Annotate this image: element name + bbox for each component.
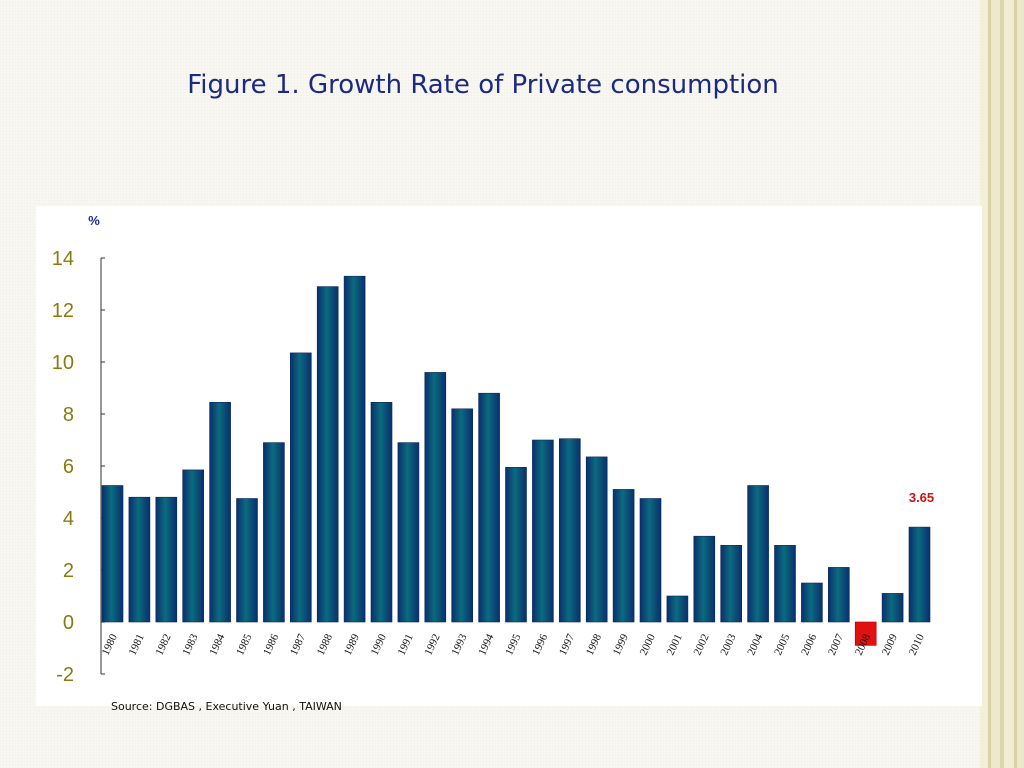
bar-2008 <box>854 621 877 646</box>
x-tick-label: 1998 <box>584 632 604 657</box>
bar-1993 <box>451 408 474 623</box>
bar-chart: 14 12 10 8 6 4 2 0 -2% 1980 1981 1982 1983 1984 1985 19… <box>52 213 934 686</box>
x-tick-label: 1986 <box>261 632 281 657</box>
slide-title: Figure 1. Growth Rate of Private consump… <box>187 70 779 100</box>
x-tick-label: 2003 <box>718 632 738 657</box>
bar-1999 <box>612 489 635 623</box>
y-tick-label: 14 <box>52 248 74 270</box>
x-tick-label: 2001 <box>665 632 685 657</box>
x-tick-label: 2005 <box>772 632 792 657</box>
y-axis-unit-label: % <box>88 213 100 228</box>
bar-1987 <box>290 352 312 623</box>
bar-1997 <box>558 438 581 623</box>
x-tick-label: 1983 <box>180 632 200 657</box>
bar-2004 <box>747 485 769 623</box>
bar-1982 <box>155 496 178 623</box>
data-label-2010: 3.65 <box>909 490 934 505</box>
x-tick-label: 1993 <box>449 632 469 657</box>
bar-1998 <box>585 456 608 623</box>
bar-2000 <box>639 498 662 623</box>
x-tick-label: 2010 <box>907 632 927 657</box>
y-tick-label: 8 <box>63 404 74 426</box>
bar-1991 <box>397 442 420 623</box>
x-tick-label: 2002 <box>691 632 711 657</box>
bar-2005 <box>774 544 796 623</box>
x-tick-label: 1994 <box>476 632 496 657</box>
x-tick-label: 1987 <box>288 632 308 657</box>
x-tick-label: 1999 <box>611 632 631 657</box>
bar-1981 <box>128 496 151 623</box>
x-tick-label: 1995 <box>503 632 523 657</box>
bar-2006 <box>801 582 823 623</box>
x-tick-label: 1989 <box>342 632 362 657</box>
x-tick-label: 1985 <box>234 632 254 657</box>
y-tick-label: 2 <box>63 560 74 582</box>
x-tick-label: 1990 <box>369 632 389 657</box>
bar-1985 <box>236 498 258 623</box>
y-tick-label: 10 <box>52 352 74 374</box>
bar-1983 <box>182 469 204 623</box>
bar-1989 <box>343 275 366 623</box>
x-tick-label: 1981 <box>127 632 147 657</box>
y-tick-label: 4 <box>63 508 74 530</box>
y-tick-label: 0 <box>63 612 74 634</box>
x-tick-label: 1991 <box>396 632 416 657</box>
x-tick-label: 1982 <box>153 632 173 657</box>
bar-2007 <box>827 567 850 623</box>
chart-panel: 14 12 10 8 6 4 2 0 -2% 1980 1981 1982 1983 1984 1985 19… <box>36 206 982 706</box>
x-tick-label: 2009 <box>880 632 900 657</box>
bar-2001 <box>666 595 689 623</box>
bar-2010 <box>908 526 931 623</box>
y-tick-label: 6 <box>63 456 74 478</box>
x-tick-label: 1988 <box>315 632 335 657</box>
bar-1990 <box>370 402 393 623</box>
x-tick-label: 1980 <box>100 632 120 657</box>
x-tick-label: 2004 <box>745 632 765 657</box>
x-tick-label: 2006 <box>799 632 819 657</box>
x-tick-label: 1997 <box>557 632 577 657</box>
x-tick-label: 1992 <box>422 632 442 657</box>
bar-1988 <box>316 286 339 623</box>
x-tick-label: 1984 <box>207 632 227 657</box>
bar-1984 <box>209 402 231 623</box>
x-tick-label: 2007 <box>826 632 846 657</box>
source-note: Source: DGBAS , Executive Yuan , TAIWAN <box>111 700 342 713</box>
bar-2009 <box>881 593 904 623</box>
bar-1995 <box>505 466 527 623</box>
x-tick-label: 2000 <box>638 632 658 657</box>
bar-1986 <box>263 442 285 623</box>
bar-2002 <box>693 535 716 623</box>
bar-1996 <box>532 439 554 623</box>
bar-1994 <box>478 392 500 623</box>
bar-1980 <box>101 485 124 623</box>
bar-2003 <box>720 544 743 623</box>
x-tick-label: 1996 <box>530 632 550 657</box>
y-tick-label: -2 <box>56 664 74 686</box>
y-tick-label: 12 <box>52 300 74 322</box>
bar-1992 <box>424 372 447 623</box>
decorative-side-stripes <box>980 0 1024 768</box>
